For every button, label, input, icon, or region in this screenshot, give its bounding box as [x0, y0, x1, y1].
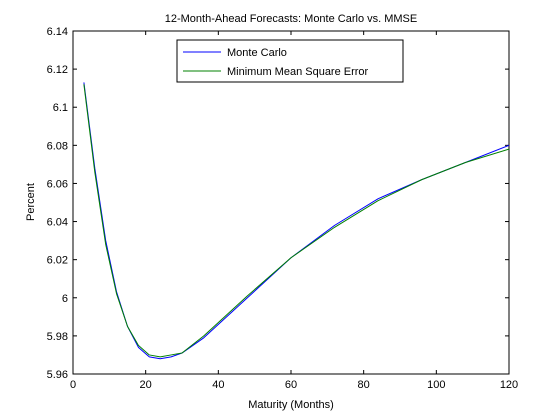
x-tick-label: 80 — [358, 379, 370, 391]
y-tick-label: 6.08 — [47, 140, 68, 152]
y-tick-label: 6.02 — [47, 255, 68, 267]
x-tick-label: 60 — [285, 379, 297, 391]
series-layer — [83, 82, 510, 360]
legend: Monte Carlo Minimum Mean Square Error — [176, 39, 404, 83]
axis-ticks: 0 20 40 60 80 100 120 5.96 5.98 6 6.02 6.04 6.06 6.08… — [47, 26, 519, 391]
x-axis-label: Maturity (Months) — [248, 399, 334, 411]
legend-label-mmse: Minimum Mean Square Error — [227, 66, 369, 78]
y-tick-label: 6.06 — [47, 178, 68, 190]
plot-area — [72, 30, 510, 375]
x-tick-label: 40 — [212, 379, 224, 391]
chart-title: 12-Month-Ahead Forecasts: Monte Carlo vs… — [165, 13, 417, 25]
x-tick-label: 100 — [427, 379, 445, 391]
y-tick-label: 6.14 — [47, 26, 68, 38]
y-tick-label: 6.1 — [53, 102, 68, 114]
x-tick-label: 120 — [500, 379, 518, 391]
y-tick-label: 5.98 — [47, 331, 68, 343]
y-tick-label: 5.96 — [47, 369, 68, 381]
y-axis-label: Percent — [25, 183, 37, 221]
x-tick-label: 0 — [70, 379, 76, 391]
y-tick-label: 6 — [62, 293, 68, 305]
y-tick-label: 6.12 — [47, 64, 68, 76]
series-line-mmse — [83, 84, 510, 358]
legend-label-monte-carlo: Monte Carlo — [227, 47, 287, 59]
x-tick-label: 20 — [140, 379, 152, 391]
legend-box — [176, 39, 404, 83]
y-tick-label: 6.04 — [47, 217, 68, 229]
